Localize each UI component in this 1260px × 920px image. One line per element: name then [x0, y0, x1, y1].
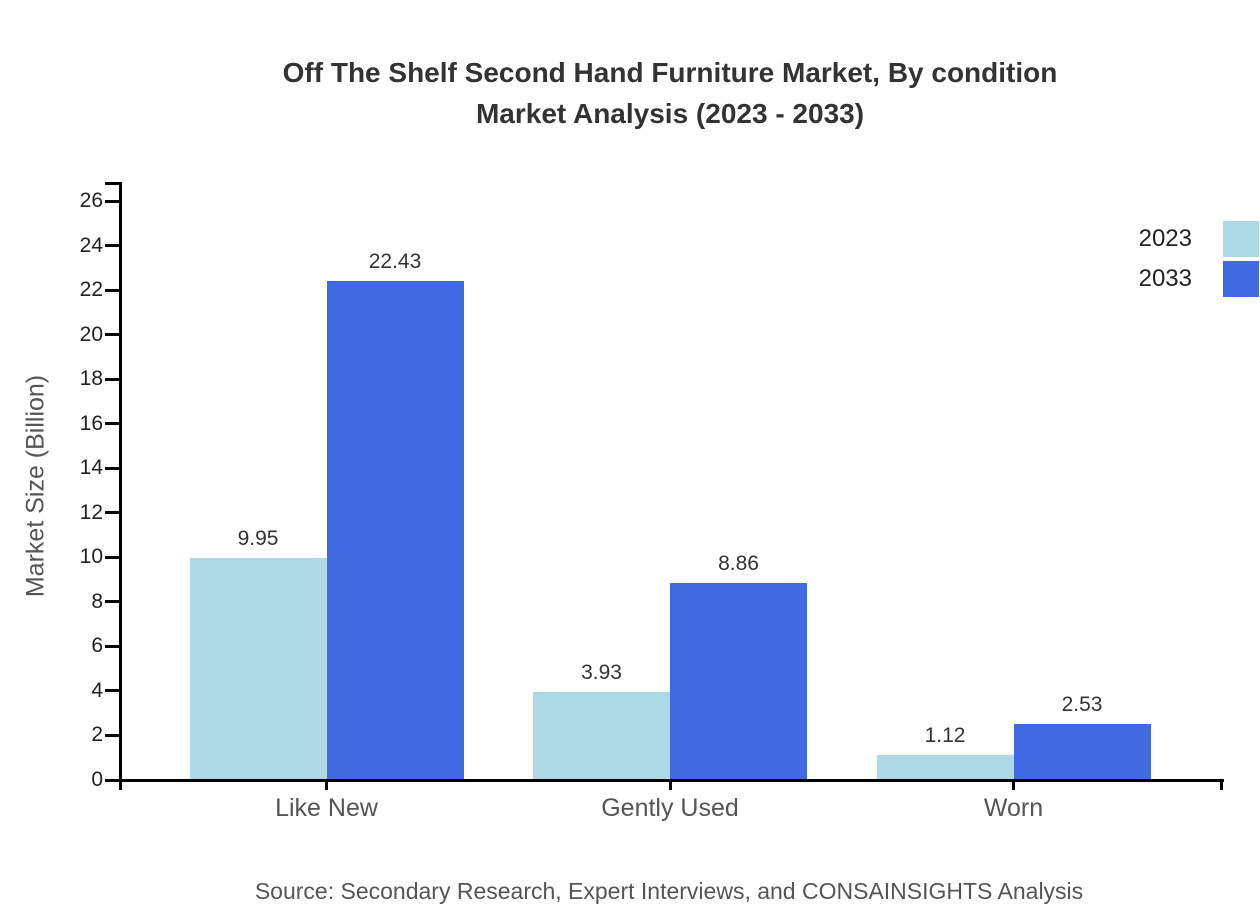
y-tick-label: 12	[79, 500, 103, 524]
y-tick-mark	[105, 199, 120, 203]
y-tick-label: 18	[79, 367, 103, 391]
bar-2033-gently-used	[670, 582, 807, 780]
y-tick-label: 14	[79, 456, 103, 480]
y-tick-mark	[105, 778, 120, 782]
bar-2033-worn	[1013, 723, 1151, 780]
y-tick-mark	[105, 644, 120, 648]
x-category-label-like-new: Like New	[275, 794, 378, 822]
x-category-label-gently-used: Gently Used	[601, 794, 739, 822]
y-tick-mark	[105, 600, 120, 604]
value-label-2023-like-new: 9.95	[237, 527, 279, 551]
x-tick-mark	[325, 780, 328, 790]
y-tick-mark	[105, 733, 120, 737]
y-tick-label: 20	[79, 322, 103, 346]
source-note: Source: Secondary Research, Expert Inter…	[254, 878, 1084, 904]
x-tick-mark	[1012, 780, 1015, 790]
value-label-2023-worn: 1.12	[924, 724, 966, 748]
y-axis-line	[118, 182, 122, 790]
value-label-2033-worn: 2.53	[1061, 692, 1103, 716]
bar-2033-like-new	[326, 280, 464, 780]
y-tick-label: 2	[91, 723, 103, 747]
y-tick-mark	[105, 555, 120, 559]
y-tick-label: 8	[91, 589, 103, 613]
chart-title-line-1: Off The Shelf Second Hand Furniture Mark…	[282, 57, 1058, 88]
y-tick-label: 0	[91, 768, 103, 791]
chart-title: Off The Shelf Second Hand Furniture Mark…	[283, 52, 1058, 134]
y-tick-mark	[105, 466, 120, 470]
value-label-2033-gently-used: 8.86	[718, 551, 759, 575]
y-tick-mark	[105, 511, 120, 515]
y-tick-mark	[105, 377, 120, 381]
y-tick-label: 10	[79, 545, 103, 569]
value-label-2023-gently-used: 3.93	[581, 661, 622, 685]
bar-2023-like-new	[189, 558, 327, 780]
y-tick-mark	[105, 333, 120, 337]
x-tick-mark	[668, 780, 672, 790]
y-tick-mark	[105, 288, 120, 292]
y-tick-mark	[105, 689, 120, 693]
y-axis-end-tick	[105, 182, 120, 185]
y-tick-label: 6	[91, 634, 103, 658]
x-category-label-worn: Worn	[983, 794, 1044, 822]
y-tick-label: 26	[79, 189, 103, 212]
bar-2023-worn	[876, 755, 1014, 780]
y-tick-label: 22	[79, 278, 103, 302]
x-axis-end-tick	[1219, 780, 1223, 790]
y-tick-label: 16	[79, 411, 103, 435]
y-tick-label: 24	[79, 233, 103, 257]
value-label-2033-like-new: 22.43	[368, 249, 422, 273]
y-tick-mark	[105, 244, 120, 248]
chart-title-line-2: Market Analysis (2023 - 2033)	[475, 98, 865, 129]
bar-2023-gently-used	[533, 692, 670, 780]
y-tick-label: 4	[91, 678, 103, 702]
y-tick-mark	[105, 422, 120, 426]
